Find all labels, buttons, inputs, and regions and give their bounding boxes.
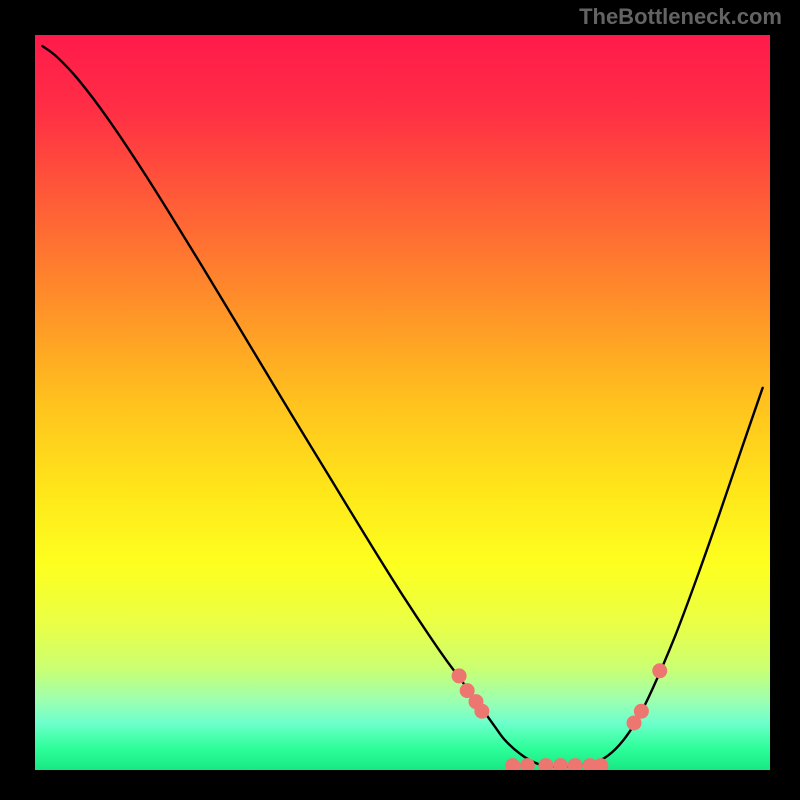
gradient-background [35, 35, 770, 770]
chart-container: TheBottleneck.com [0, 0, 800, 800]
plot-area [35, 35, 770, 770]
watermark-text: TheBottleneck.com [579, 4, 782, 30]
data-marker [634, 704, 648, 718]
data-marker [594, 759, 608, 770]
data-marker [506, 759, 520, 770]
data-marker [452, 669, 466, 683]
data-marker [539, 759, 553, 770]
data-marker [554, 759, 568, 770]
data-marker [520, 759, 534, 770]
chart-svg [35, 35, 770, 770]
data-marker [568, 759, 582, 770]
data-marker [653, 664, 667, 678]
data-marker [475, 704, 489, 718]
